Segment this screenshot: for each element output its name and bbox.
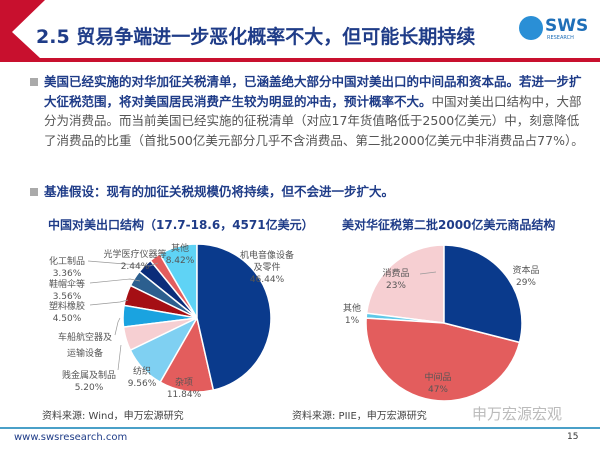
label-vehicles: 车船航空器及运输设备 — [57, 333, 112, 359]
bullet-square-icon — [30, 78, 38, 86]
label-misc: 杂项 11.84% — [166, 378, 202, 400]
slide-title: 2.5 贸易争端进一步恶化概率不大，但可能长期持续 — [36, 26, 476, 48]
pie-1-slice-3 — [365, 244, 445, 324]
footer-url[interactable]: www.swsresearch.com — [14, 432, 128, 443]
label-textile: 纺织 9.56% — [127, 367, 157, 389]
right-chart-title: 美对华征税第二批2000亿美元商品结构 — [342, 218, 556, 232]
label-base-metal: 贱金属及制品 5.20% — [61, 371, 116, 393]
label-plastics: 塑料橡胶 4.50% — [48, 302, 85, 324]
label-electromech: 机电音像设备及零件 46.44% — [239, 251, 294, 285]
label-other-left: 其他 8.42% — [165, 244, 195, 266]
pie-0-slice-0 — [196, 243, 272, 392]
label-chemicals: 化工制品 3.36% — [48, 257, 85, 279]
bullet-2: 基准假设：现有的加征关税规模仍将持续，但不会进一步扩大。 — [30, 182, 584, 202]
header-decoration — [0, 0, 600, 62]
slide-header: 2.5 贸易争端进一步恶化概率不大，但可能长期持续 SWS RESEARCH — [0, 0, 600, 62]
bullet-square-icon — [30, 188, 38, 196]
pie-1-slice-0 — [443, 244, 523, 344]
label-capital-goods: 资本品 29% — [512, 266, 540, 288]
pie-1-slice-1 — [365, 317, 521, 402]
left-chart-title: 中国对美出口结构（17.7-18.6，4571亿美元） — [48, 218, 314, 232]
label-footwear: 鞋帽伞等 3.56% — [48, 280, 85, 302]
logo-mark-icon — [519, 16, 543, 40]
left-chart-source: 资料来源: Wind，申万宏源研究 — [42, 411, 184, 422]
right-chart-source: 资料来源: PIIE，申万宏源研究 — [292, 411, 427, 422]
sws-logo: SWS RESEARCH — [515, 14, 595, 46]
footer-divider — [0, 427, 600, 429]
label-optical: 光学医疗仪器等 2.44% — [103, 250, 167, 272]
watermark: 申万宏源宏观 — [472, 405, 563, 423]
bullet-1: 美国已经实施的对华加征关税清单，已涵盖绝大部分中国对美出口的中间品和资本品。若进… — [30, 72, 584, 150]
page-number: 15 — [567, 432, 579, 442]
label-other-right: 其他 1% — [342, 304, 361, 326]
label-consumer: 消费品 23% — [382, 269, 410, 291]
label-intermediate: 中间品 47% — [424, 373, 452, 395]
